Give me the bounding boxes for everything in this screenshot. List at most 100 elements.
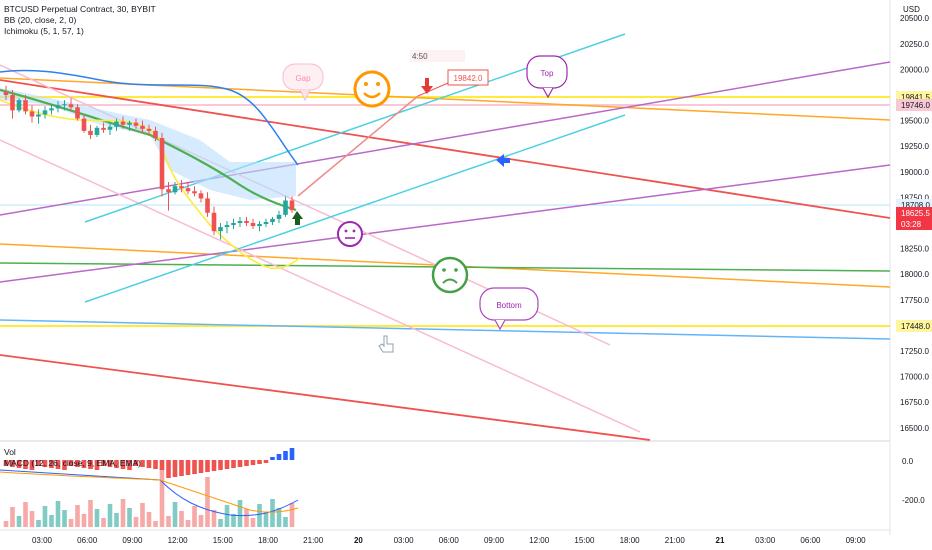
time-tick-label: 09:00 [484, 536, 505, 545]
candle [159, 132, 165, 197]
price-tick-label: 18750.0 [900, 193, 929, 202]
bb-indicator-label[interactable]: BB (20, close, 2, 0) [4, 15, 77, 25]
lower-pane-legend[interactable]: Vol MACD (12, 26, close, 9, EMA, EMA) [4, 447, 141, 469]
price-badge-bg [896, 207, 932, 219]
neutral-face-icon[interactable] [337, 221, 363, 247]
ichimoku-indicator-label[interactable]: Ichimoku (5, 1, 57, 1) [4, 26, 84, 36]
candle-body [159, 138, 165, 190]
macd-histogram-bar [81, 460, 87, 468]
candle [107, 122, 113, 135]
candle [10, 89, 15, 119]
symbol-legend[interactable]: BTCUSD Perpetual Contract, 30, BYBIT BB … [4, 4, 156, 37]
price-badge: 17448.0 [896, 320, 932, 332]
candle-body [283, 200, 288, 215]
left-arrow-icon[interactable] [496, 154, 510, 167]
macd-histogram-bar [127, 460, 132, 470]
volume-label[interactable]: Vol [4, 447, 16, 457]
macd-histogram-bar [94, 460, 100, 470]
candle-body [81, 118, 87, 131]
hand-pointer-icon[interactable] [378, 335, 394, 353]
candle [211, 206, 217, 236]
candle-body [244, 220, 249, 223]
volume-bar [231, 514, 236, 527]
candle [94, 125, 100, 137]
price-callout[interactable]: 19842.0 [447, 69, 489, 86]
blue-trendline[interactable] [0, 319, 891, 340]
candle-body [3, 91, 9, 96]
macd-histogram-bar [120, 460, 126, 469]
volume-bar [185, 520, 191, 527]
candle [49, 104, 54, 115]
time-axis[interactable]: 03:00 06:00 09:00 12:00 15:00 18:00 21:00 20 03:… [32, 536, 866, 545]
candle-body [68, 104, 74, 108]
volume-bar [114, 513, 119, 527]
projection-arrow-line[interactable] [297, 95, 419, 197]
top-balloon[interactable]: Top [526, 55, 568, 99]
volume-bar [263, 513, 269, 527]
candle-body [140, 125, 145, 129]
time-tick-label: 18:00 [258, 536, 279, 545]
bottom-balloon[interactable]: Bottom [479, 287, 539, 331]
volume-bar [237, 500, 243, 527]
symbol-title: BTCUSD Perpetual Contract, 30, BYBIT [4, 4, 156, 14]
time-tick-label: 15:00 [213, 536, 234, 545]
candle-body [179, 186, 184, 189]
volume-bar [198, 515, 204, 527]
candle [140, 120, 145, 133]
macd-histogram-bar [23, 460, 28, 469]
volume-bar [146, 512, 152, 527]
volume-bar [42, 506, 48, 527]
candle-body [146, 128, 152, 131]
price-badge-bg [896, 320, 932, 332]
macd-histogram-bar [289, 448, 295, 460]
time-tick-label: 12:00 [168, 536, 189, 545]
gap-balloon[interactable]: Gap [282, 63, 324, 102]
volume-bar [218, 519, 223, 527]
candle [237, 216, 243, 228]
macd-histogram-bar [153, 460, 158, 469]
candle-body [289, 200, 295, 211]
smiley-face-icon[interactable] [353, 70, 391, 108]
candle [114, 118, 119, 131]
price-tick-label: 18000.0 [900, 270, 929, 279]
down-arrow-icon[interactable] [421, 78, 433, 94]
volume-bar [270, 499, 275, 527]
pink-trendline-short[interactable] [0, 139, 641, 433]
candle-body [172, 186, 178, 193]
volume-bar [276, 508, 282, 527]
price-badge-bg [896, 99, 932, 111]
time-tick-label: 09:00 [122, 536, 143, 545]
macd-histogram-bar [231, 460, 236, 468]
macd-histogram-bar [244, 460, 249, 466]
candle-body [55, 105, 61, 109]
up-arrow-icon[interactable] [292, 211, 303, 225]
macd-histogram-bar [68, 460, 74, 466]
red-trendline-bottom[interactable] [0, 354, 651, 441]
candles-layer [3, 85, 295, 240]
purple-trendline-top[interactable] [0, 61, 891, 216]
candle [205, 192, 210, 217]
purple-trendline-bottom[interactable] [0, 164, 891, 283]
candle [179, 180, 184, 193]
macd-histogram-bar [107, 460, 113, 467]
candle [36, 109, 41, 124]
macd-histogram-bar [49, 460, 54, 468]
red-trendline-top[interactable] [0, 79, 891, 219]
macd-histogram-bar [29, 460, 35, 470]
volume-bar [29, 511, 35, 527]
volume-bar [283, 517, 288, 527]
candle-body [276, 214, 282, 219]
macd-label[interactable]: MACD (12, 26, close, 9, EMA, EMA) [4, 458, 141, 468]
macd-tick-label: 0.0 [902, 457, 914, 466]
candle-body [23, 100, 28, 112]
callout-price-label: 19842.0 [454, 74, 483, 83]
macd-histogram-bar [10, 460, 15, 467]
cyan-trendline-lower[interactable] [84, 114, 626, 303]
macd-histogram-bar [166, 460, 171, 478]
sad-face-icon[interactable] [431, 256, 469, 294]
candle [120, 116, 126, 129]
timer-tag: 4:50 [410, 50, 465, 62]
macd-signal-line [0, 471, 299, 513]
time-tick-label: 03:00 [32, 536, 53, 545]
